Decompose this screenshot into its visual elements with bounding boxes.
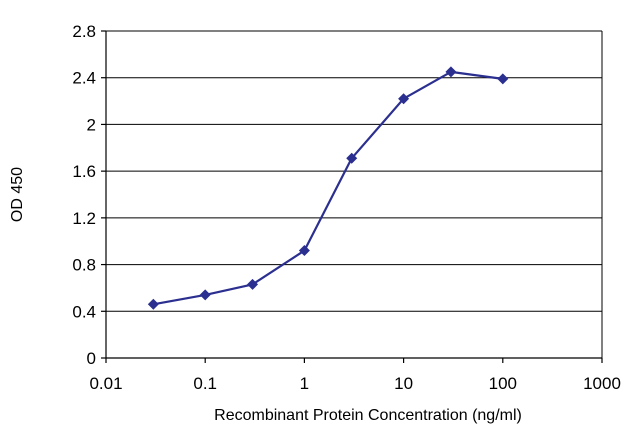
data-point xyxy=(199,289,211,301)
y-tick-label: 1.2 xyxy=(72,209,96,228)
data-point xyxy=(497,73,509,85)
data-point xyxy=(147,298,159,310)
x-tick-label: 0.1 xyxy=(193,374,217,393)
series-line xyxy=(153,70,503,306)
tick-labels: 0 0.4 0.8 1.2 1.6 2 2.4 2.8 0.01 0.1 1 10 100 1000 xyxy=(72,22,621,393)
x-tick-label: 1000 xyxy=(583,374,621,393)
y-tick-label: 0.8 xyxy=(72,256,96,275)
x-tick-label: 100 xyxy=(489,374,517,393)
data-point xyxy=(346,152,358,164)
data-point xyxy=(398,93,410,105)
y-tick-label: 0 xyxy=(87,349,96,368)
data-point xyxy=(247,278,259,290)
y-tick-label: 2.8 xyxy=(72,22,96,41)
y-tick-label: 1.6 xyxy=(72,162,96,181)
y-tick-label: 2 xyxy=(87,115,96,134)
y-tick-label: 2.4 xyxy=(72,69,96,88)
x-tick-label: 1 xyxy=(300,374,309,393)
data-point xyxy=(298,245,310,257)
y-tick-label: 0.4 xyxy=(72,302,96,321)
x-tick-label: 10 xyxy=(394,374,413,393)
y-axis-title: OD 450 xyxy=(9,167,26,222)
axes xyxy=(101,30,603,363)
x-axis-title: Recombinant Protein Concentration (ng/ml… xyxy=(214,407,522,424)
series-group xyxy=(147,66,509,310)
grid-lines xyxy=(106,30,602,312)
data-point xyxy=(445,66,457,78)
x-tick-label: 0.01 xyxy=(89,374,122,393)
